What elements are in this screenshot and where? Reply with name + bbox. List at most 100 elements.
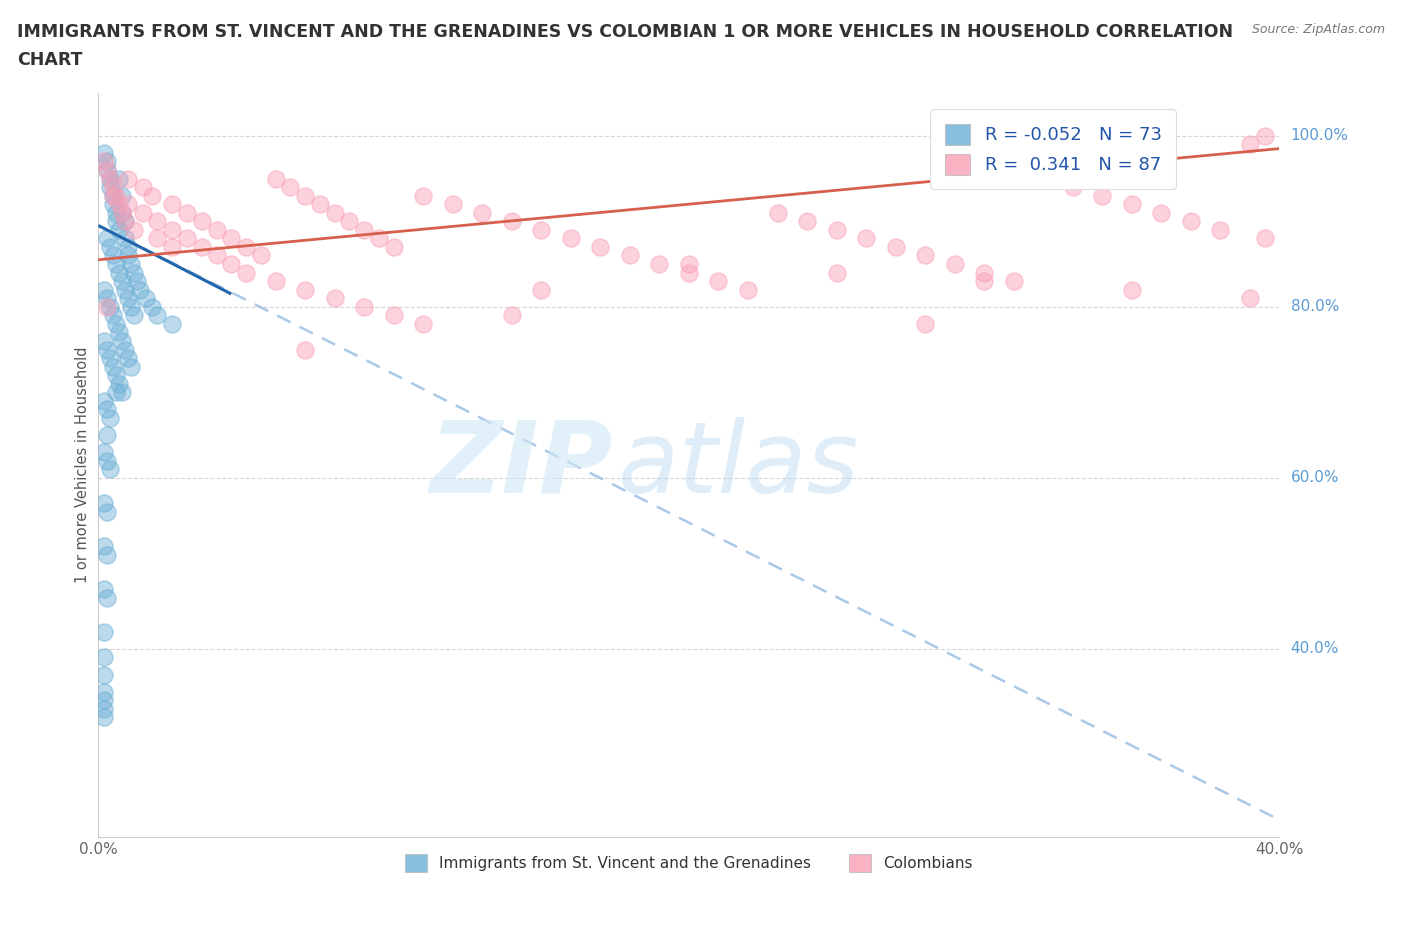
- Y-axis label: 1 or more Vehicles in Household: 1 or more Vehicles in Household: [75, 347, 90, 583]
- Point: [108, 377, 131, 392]
- Point: [1150, 206, 1173, 220]
- Point: [93, 145, 115, 160]
- Point: [648, 257, 671, 272]
- Point: [884, 240, 907, 255]
- Point: [412, 316, 434, 331]
- Point: [1002, 273, 1025, 288]
- Text: 40.0%: 40.0%: [1291, 642, 1339, 657]
- Point: [93, 334, 115, 349]
- Point: [105, 257, 128, 272]
- Point: [678, 257, 700, 272]
- Point: [93, 624, 115, 639]
- Point: [98, 171, 121, 186]
- Point: [1254, 128, 1277, 143]
- Point: [105, 206, 128, 220]
- Point: [111, 334, 134, 349]
- Point: [146, 308, 169, 323]
- Point: [93, 684, 115, 699]
- Point: [105, 385, 128, 400]
- Point: [96, 291, 118, 306]
- Point: [111, 273, 134, 288]
- Point: [353, 299, 375, 314]
- Point: [96, 591, 118, 605]
- Point: [120, 257, 142, 272]
- Point: [122, 222, 145, 237]
- Point: [96, 342, 118, 357]
- Point: [93, 538, 115, 553]
- Point: [103, 188, 125, 203]
- Point: [132, 206, 155, 220]
- Point: [914, 316, 936, 331]
- Point: [1121, 282, 1143, 297]
- Point: [111, 385, 134, 400]
- Point: [412, 188, 434, 203]
- Point: [221, 231, 243, 246]
- Point: [294, 342, 316, 357]
- Text: Source: ZipAtlas.com: Source: ZipAtlas.com: [1251, 23, 1385, 36]
- Point: [108, 265, 131, 280]
- Point: [120, 359, 142, 374]
- Point: [250, 248, 273, 263]
- Point: [98, 462, 121, 477]
- Point: [323, 206, 346, 220]
- Point: [93, 667, 115, 682]
- Point: [280, 179, 302, 194]
- Point: [382, 308, 405, 323]
- Point: [111, 206, 134, 220]
- Point: [678, 265, 700, 280]
- Point: [108, 171, 131, 186]
- Point: [114, 214, 136, 229]
- Point: [146, 231, 169, 246]
- Text: 80.0%: 80.0%: [1291, 299, 1339, 314]
- Point: [205, 248, 228, 263]
- Point: [530, 282, 553, 297]
- Point: [141, 299, 163, 314]
- Point: [117, 171, 139, 186]
- Point: [707, 273, 730, 288]
- Point: [103, 308, 125, 323]
- Point: [98, 179, 121, 194]
- Point: [93, 496, 115, 511]
- Point: [294, 282, 316, 297]
- Point: [105, 316, 128, 331]
- Point: [221, 257, 243, 272]
- Point: [855, 231, 877, 246]
- Point: [162, 222, 183, 237]
- Point: [737, 282, 759, 297]
- Point: [368, 231, 391, 246]
- Point: [1209, 222, 1232, 237]
- Point: [98, 410, 121, 425]
- Point: [339, 214, 361, 229]
- Point: [914, 248, 936, 263]
- Point: [96, 163, 118, 178]
- Point: [132, 179, 155, 194]
- Point: [796, 214, 818, 229]
- Point: [122, 308, 145, 323]
- Point: [191, 214, 214, 229]
- Point: [122, 265, 145, 280]
- Point: [108, 222, 131, 237]
- Point: [93, 701, 115, 716]
- Point: [264, 171, 287, 186]
- Point: [1254, 231, 1277, 246]
- Point: [1091, 188, 1114, 203]
- Point: [98, 240, 121, 255]
- Point: [103, 248, 125, 263]
- Point: [96, 505, 118, 520]
- Point: [1062, 179, 1084, 194]
- Point: [205, 222, 228, 237]
- Point: [353, 222, 375, 237]
- Point: [1121, 197, 1143, 212]
- Point: [117, 197, 139, 212]
- Point: [162, 240, 183, 255]
- Point: [111, 206, 134, 220]
- Point: [117, 291, 139, 306]
- Point: [93, 650, 115, 665]
- Point: [619, 248, 641, 263]
- Point: [264, 273, 287, 288]
- Point: [309, 197, 332, 212]
- Point: [1180, 214, 1202, 229]
- Point: [117, 351, 139, 365]
- Point: [96, 548, 118, 563]
- Point: [117, 248, 139, 263]
